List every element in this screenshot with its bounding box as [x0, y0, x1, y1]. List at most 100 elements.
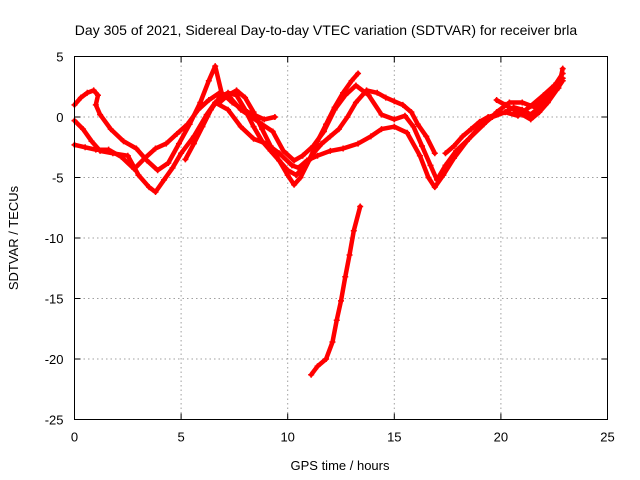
- data-point: [161, 176, 168, 183]
- data-point: [340, 145, 347, 152]
- data-point: [297, 174, 304, 181]
- y-tick-label: -5: [52, 171, 64, 186]
- data-point: [348, 77, 355, 84]
- y-tick-label: 0: [56, 110, 63, 125]
- data-point: [178, 150, 185, 157]
- data-point: [154, 167, 161, 174]
- data-point: [306, 157, 313, 164]
- data-point: [318, 140, 325, 147]
- data-point: [352, 82, 359, 89]
- data-point: [519, 111, 526, 118]
- data-point: [284, 172, 291, 179]
- data-point: [476, 118, 483, 125]
- data-point: [293, 172, 300, 179]
- data-point: [229, 99, 236, 106]
- data-point: [453, 147, 460, 154]
- data-point: [423, 133, 430, 140]
- data-point: [374, 89, 381, 96]
- chart-title: Day 305 of 2021, Sidereal Day-to-day VTE…: [75, 22, 578, 38]
- data-point: [365, 92, 372, 99]
- data-point: [143, 157, 150, 164]
- data-point: [205, 77, 212, 84]
- data-point: [527, 116, 534, 123]
- data-point: [519, 99, 526, 106]
- data-point: [404, 129, 411, 136]
- x-tick-label: 10: [280, 430, 294, 445]
- data-point: [493, 111, 500, 118]
- data-point: [288, 162, 295, 169]
- data-point: [391, 123, 398, 130]
- data-point: [163, 140, 170, 147]
- data-point: [207, 106, 214, 113]
- data-point: [468, 126, 475, 133]
- y-axis-label: SDTVAR / TECUs: [6, 185, 21, 290]
- data-point: [367, 133, 374, 140]
- data-point: [346, 251, 353, 258]
- data-point: [442, 162, 449, 169]
- data-point: [433, 176, 440, 183]
- data-point: [465, 135, 472, 142]
- data-point: [442, 150, 449, 157]
- series-sat-h: [308, 203, 364, 378]
- data-point: [205, 97, 212, 104]
- data-point: [450, 143, 457, 150]
- data-point: [544, 99, 551, 106]
- data-point: [186, 121, 193, 128]
- data-point: [333, 317, 340, 324]
- y-tick-label: -15: [45, 292, 64, 307]
- data-point: [271, 114, 278, 120]
- series-sat-b: [71, 65, 566, 183]
- y-tick-label: 5: [56, 50, 63, 65]
- data-point: [357, 203, 364, 210]
- data-point: [506, 99, 513, 106]
- data-point: [363, 87, 370, 94]
- data-point: [118, 153, 125, 160]
- data-point: [410, 123, 417, 130]
- data-point: [276, 157, 283, 164]
- data-point: [250, 135, 257, 142]
- data-point: [250, 123, 257, 130]
- data-point: [197, 99, 204, 106]
- data-point: [107, 126, 114, 133]
- data-point: [431, 150, 438, 157]
- data-point: [242, 106, 249, 113]
- data-point: [77, 94, 84, 101]
- data-point: [553, 80, 560, 87]
- data-point: [97, 111, 104, 118]
- data-point: [425, 174, 432, 181]
- x-axis-label: GPS time / hours: [291, 458, 390, 473]
- data-point: [553, 87, 560, 94]
- data-point: [480, 121, 487, 128]
- data-point: [133, 145, 140, 152]
- data-point: [355, 140, 362, 147]
- data-point: [391, 116, 398, 123]
- data-point: [391, 98, 398, 105]
- data-point: [90, 87, 97, 94]
- data-point: [431, 184, 438, 191]
- data-point: [190, 140, 197, 147]
- data-point: [510, 106, 517, 113]
- data-point: [152, 189, 159, 196]
- data-point: [242, 94, 249, 101]
- data-point: [237, 123, 244, 130]
- data-point: [82, 144, 89, 151]
- data-point: [401, 112, 408, 119]
- data-point: [335, 126, 342, 133]
- data-point: [105, 146, 112, 153]
- data-point: [250, 109, 257, 116]
- data-point: [146, 184, 153, 191]
- data-point: [261, 116, 268, 123]
- y-tick-label: -10: [45, 231, 64, 246]
- data-point: [88, 138, 95, 145]
- data-point: [308, 371, 315, 378]
- data-point: [259, 138, 266, 145]
- data-point: [350, 227, 357, 234]
- data-point: [131, 166, 138, 173]
- data-point: [327, 133, 334, 140]
- series-layer: [71, 63, 566, 378]
- data-point: [233, 87, 240, 94]
- data-point: [280, 147, 287, 154]
- data-point: [120, 138, 127, 145]
- data-point: [382, 94, 389, 101]
- data-point: [212, 63, 219, 70]
